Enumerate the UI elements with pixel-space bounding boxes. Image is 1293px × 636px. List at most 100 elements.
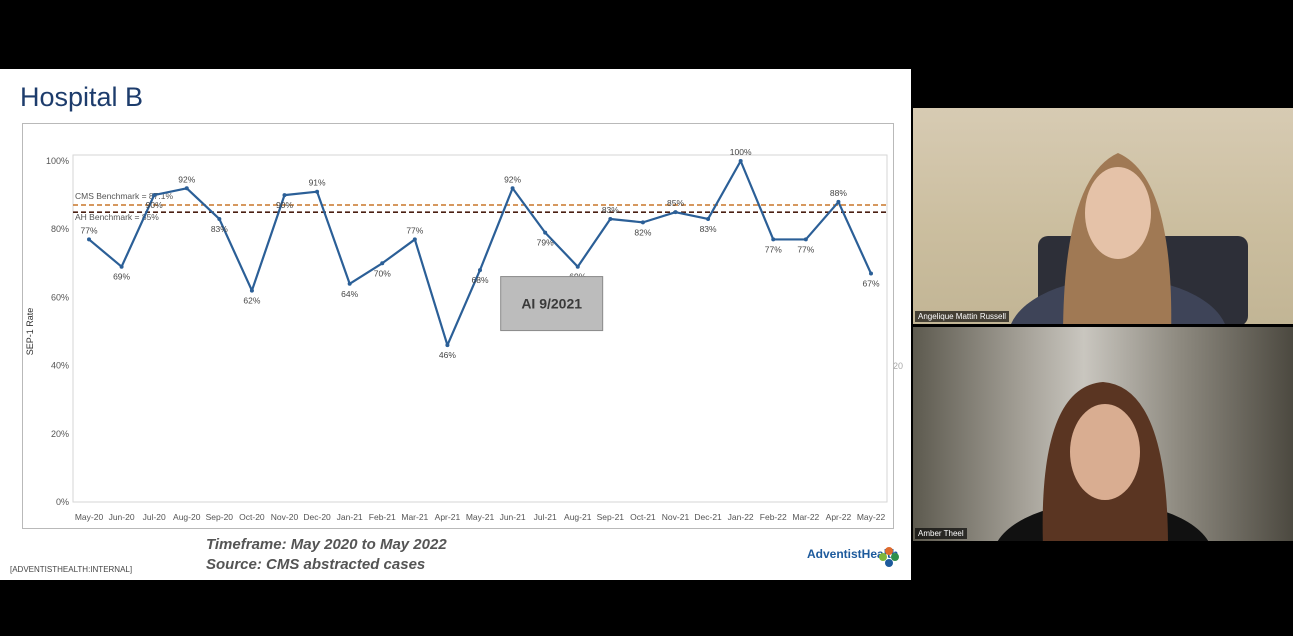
slide-title: Hospital B [20,82,144,112]
x-tick-label: Sep-21 [597,512,625,522]
data-point [478,268,482,273]
y-tick-label: 20% [51,429,69,439]
data-label: 83% [211,224,228,234]
x-tick-label: Sep-20 [206,512,234,522]
adventist-health-logo: AdventistHealth [807,547,899,561]
data-label: 90% [146,200,163,210]
x-tick-label: Jun-20 [109,512,135,522]
benchmark-label: AH Benchmark = 85% [75,212,159,222]
data-label: 77% [765,244,782,254]
data-point [412,237,417,242]
data-point [282,193,287,198]
x-tick-label: May-20 [75,512,104,522]
data-label: 92% [178,174,195,184]
data-label: 83% [602,205,619,215]
classification-label: [ADVENTISTHEALTH:INTERNAL] [10,565,133,574]
data-label: 62% [243,296,260,306]
data-point [217,216,222,221]
chart-svg: 0% 20% 40% 60% 80% 100% SEP-1 Rate May-20 Jun-20… [25,147,888,522]
data-point [640,220,645,225]
source-text: Source: CMS abstracted cases [206,556,426,573]
data-label: 83% [700,224,717,234]
x-tick-label: Nov-20 [271,512,299,522]
x-tick-label: Jul-21 [534,512,557,522]
edge-label: 20 [893,361,904,371]
data-label: 64% [341,289,358,299]
y-tick-label: 40% [51,361,69,371]
y-tick-label: 100% [46,156,69,166]
benchmark-label: CMS Benchmark = 87.1% [75,191,173,201]
data-point [771,237,776,242]
video-tile-1[interactable]: Angelique Mattin Russell [913,108,1293,324]
x-tick-label: Feb-22 [760,512,787,522]
data-label: 88% [830,188,847,198]
data-label: 90% [276,200,293,210]
annotation-label: AI 9/2021 [521,296,582,312]
participant-name: Angelique Mattin Russell [915,311,1010,322]
data-label: 69% [113,272,130,282]
data-point [706,216,711,221]
y-tick-label: 80% [51,224,69,234]
video-tile-2[interactable]: Amber Theel [913,327,1293,541]
data-label: 85% [667,198,684,208]
x-tick-label: Oct-20 [239,512,265,522]
x-tick-label: Dec-21 [694,512,722,522]
x-tick-label: Feb-21 [369,512,396,522]
data-point [152,193,157,198]
data-point [673,210,678,215]
x-tick-label: Jul-20 [143,512,166,522]
data-label: 70% [374,268,391,278]
data-label: 79% [537,238,554,248]
x-tick-label: May-21 [466,512,495,522]
data-point [803,237,808,242]
data-point [380,261,385,266]
y-tick-label: 0% [56,497,69,507]
x-tick-label: May-22 [857,512,886,522]
x-tick-label: Oct-21 [630,512,656,522]
data-label: 91% [309,178,326,188]
data-point [510,186,515,191]
x-tick-label: Apr-21 [435,512,461,522]
data-point [249,288,254,293]
data-point [738,159,743,163]
logo-flower-icon [879,547,899,567]
timeframe-text: Timeframe: May 2020 to May 2022 [206,536,447,553]
data-point [184,186,189,191]
data-label: 46% [439,350,456,360]
x-tick-label: Jun-21 [500,512,526,522]
data-label: 77% [80,225,97,235]
x-tick-label: Nov-21 [662,512,690,522]
data-label: 77% [406,225,423,235]
data-point [608,216,613,221]
y-axis-label: SEP-1 Rate [25,308,35,356]
x-tick-label: Mar-21 [401,512,428,522]
data-label: 100% [730,147,752,157]
participant-silhouette [997,382,1209,541]
data-point [347,281,352,286]
x-tick-label: Mar-22 [792,512,819,522]
participant-name: Amber Theel [915,528,967,539]
data-label: 67% [862,279,879,289]
data-label: 77% [797,244,814,254]
participant-silhouette [1011,153,1248,324]
series-line [88,159,873,347]
x-tick-label: Dec-20 [303,512,331,522]
data-point [836,199,841,204]
annotation-box [500,276,604,332]
x-tick-label: Aug-21 [564,512,592,522]
data-label: 82% [634,227,651,237]
presentation-slide: Hospital B 0% 20% 40% 60% 80% 100% SEP-1 Rate M… [0,69,911,580]
data-point [119,264,124,269]
x-tick-label: Jan-21 [337,512,363,522]
data-label: 68% [471,275,488,285]
x-tick-label: Apr-22 [826,512,852,522]
plot-area [72,154,888,503]
data-point [543,230,548,235]
data-label: 92% [504,174,521,184]
data-point [445,343,450,348]
x-tick-label: Jan-22 [728,512,754,522]
data-point [315,189,320,194]
data-point [575,264,580,269]
y-tick-label: 60% [51,292,69,302]
sep1-line-chart: 0% 20% 40% 60% 80% 100% SEP-1 Rate May-20 Jun-20… [22,123,894,529]
